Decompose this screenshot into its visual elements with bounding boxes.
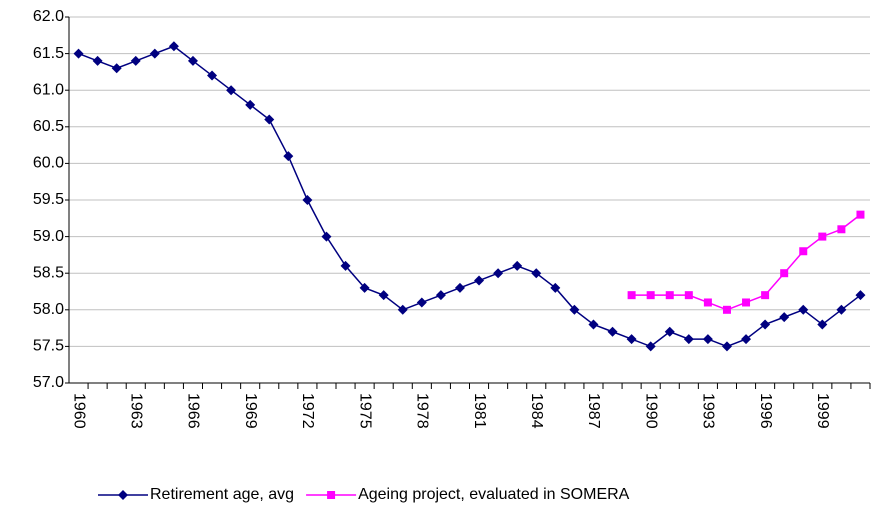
marker: [493, 268, 504, 279]
marker: [741, 334, 752, 345]
x-tick-label: 1975: [356, 393, 373, 429]
marker: [416, 297, 427, 308]
marker: [130, 55, 141, 66]
marker: [321, 231, 332, 242]
marker: [836, 304, 847, 315]
marker: [378, 290, 389, 301]
marker: [760, 319, 771, 330]
marker: [340, 260, 351, 271]
y-tick-label: 57.5: [33, 338, 64, 355]
marker: [207, 70, 218, 81]
x-tick-label: 1993: [700, 393, 717, 429]
marker: [588, 319, 599, 330]
marker: [474, 275, 485, 286]
x-tick-label: 1963: [128, 393, 145, 429]
marker: [742, 298, 751, 307]
marker: [817, 319, 828, 330]
x-tick-label: 1996: [757, 393, 774, 429]
marker: [779, 312, 790, 323]
x-tick-label: 1972: [299, 393, 316, 429]
y-tick-label: 58.5: [33, 264, 64, 281]
x-tick-label: 1978: [414, 393, 431, 429]
marker: [664, 326, 675, 337]
marker: [187, 55, 198, 66]
y-tick-label: 61.5: [33, 45, 64, 62]
marker: [721, 341, 732, 352]
marker: [780, 269, 789, 278]
marker: [855, 290, 866, 301]
marker: [118, 490, 128, 500]
y-tick-label: 61.0: [33, 81, 64, 98]
marker: [531, 268, 542, 279]
marker: [435, 290, 446, 301]
marker: [168, 41, 179, 52]
x-tick-label: 1981: [471, 393, 488, 429]
marker: [837, 225, 846, 234]
marker: [550, 282, 561, 293]
y-tick-label: 57.0: [33, 374, 64, 391]
marker: [627, 291, 636, 300]
marker: [92, 55, 103, 66]
marker: [646, 291, 655, 300]
y-tick-label: 62.0: [33, 8, 64, 25]
x-tick-label: 1987: [585, 393, 602, 429]
marker: [454, 282, 465, 293]
x-tick-label: 1966: [185, 393, 202, 429]
legend-label: Retirement age, avg: [150, 486, 294, 503]
marker: [722, 305, 731, 314]
marker: [684, 291, 693, 300]
marker: [607, 326, 618, 337]
marker: [856, 210, 865, 219]
x-tick-label: 1960: [70, 393, 87, 429]
marker: [283, 151, 294, 162]
marker: [818, 232, 827, 241]
marker: [703, 298, 712, 307]
marker: [73, 48, 84, 59]
marker: [665, 291, 674, 300]
legend-label: Ageing project, evaluated in SOMERA: [358, 486, 630, 503]
x-tick-label: 1984: [528, 393, 545, 429]
marker: [397, 304, 408, 315]
x-tick-label: 1990: [642, 393, 659, 429]
marker: [302, 195, 313, 205]
y-tick-label: 59.0: [33, 228, 64, 245]
marker: [645, 341, 656, 352]
x-tick-label: 1969: [242, 393, 259, 429]
y-tick-label: 58.0: [33, 301, 64, 318]
y-tick-label: 60.0: [33, 155, 64, 172]
marker: [264, 114, 275, 125]
marker: [798, 304, 809, 315]
marker: [799, 247, 808, 256]
marker: [683, 334, 694, 345]
marker: [111, 63, 122, 74]
marker: [149, 48, 160, 59]
marker: [761, 291, 770, 300]
marker: [226, 85, 237, 96]
x-tick-label: 1999: [814, 393, 831, 429]
marker: [327, 491, 336, 499]
marker: [702, 334, 713, 345]
marker: [569, 304, 580, 315]
y-tick-label: 59.5: [33, 191, 64, 208]
marker: [626, 334, 637, 345]
marker: [359, 282, 370, 293]
marker: [512, 260, 523, 271]
marker: [245, 99, 256, 110]
y-tick-label: 60.5: [33, 118, 64, 135]
